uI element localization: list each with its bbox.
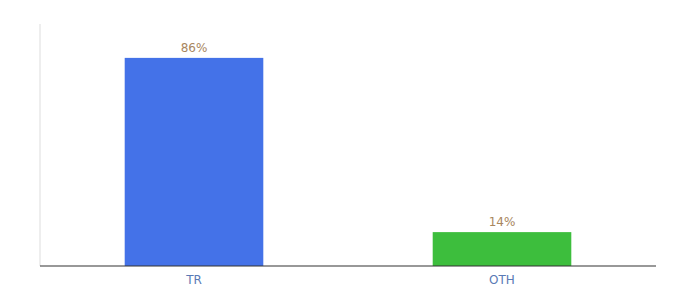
chart-container: 86% 14% TR OTH <box>0 0 680 300</box>
y-axis-line <box>40 24 41 266</box>
x-tick-label: TR <box>185 273 202 287</box>
x-tick-label: OTH <box>489 273 515 287</box>
bar <box>125 58 264 266</box>
data-label: 14% <box>489 215 516 229</box>
bars <box>125 58 572 266</box>
plot-area: 86% 14% TR OTH <box>40 24 656 287</box>
data-label: 86% <box>181 41 208 55</box>
bar <box>433 232 572 266</box>
x-axis-line <box>40 265 656 266</box>
chart-svg: 86% 14% TR OTH <box>0 0 680 300</box>
